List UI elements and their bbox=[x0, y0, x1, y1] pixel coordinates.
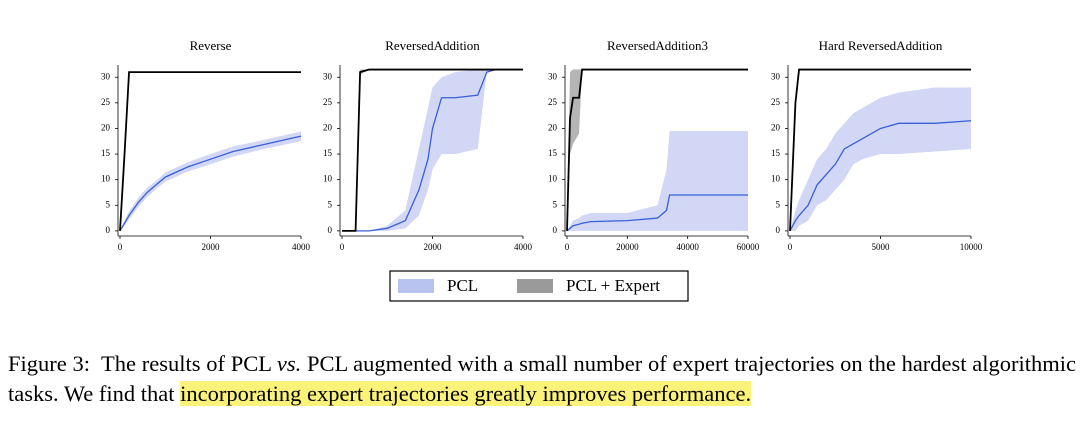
x-tick-label: 0 bbox=[340, 242, 345, 252]
legend-swatch bbox=[398, 279, 434, 293]
x-tick-label: 20000 bbox=[616, 242, 639, 252]
y-tick-label: 20 bbox=[548, 123, 558, 133]
y-tick-label: 0 bbox=[553, 225, 558, 235]
band bbox=[342, 69, 523, 231]
chart-title: ReversedAddition3 bbox=[607, 38, 708, 53]
y-tick-label: 20 bbox=[101, 123, 111, 133]
line bbox=[566, 68, 748, 231]
y-tick-label: 0 bbox=[328, 225, 333, 235]
chart-title: Reverse bbox=[190, 38, 232, 53]
x-tick-label: 40000 bbox=[676, 242, 699, 252]
band bbox=[120, 72, 301, 231]
line bbox=[119, 135, 302, 232]
y-tick-label: 10 bbox=[101, 174, 111, 184]
y-tick-label: 5 bbox=[553, 199, 558, 209]
caption-emph: vs. bbox=[276, 351, 302, 376]
caption-highlight: incorporating expert trajectories greatl… bbox=[180, 381, 752, 406]
y-tick-label: 15 bbox=[771, 148, 781, 158]
line bbox=[789, 120, 972, 232]
legend-label: PCL bbox=[447, 276, 478, 295]
caption: Figure 3: The results of PCL vs. PCL aug… bbox=[8, 349, 1076, 409]
y-tick-label: 25 bbox=[323, 97, 333, 107]
y-tick-label: 15 bbox=[548, 148, 558, 158]
x-tick-label: 0 bbox=[788, 242, 793, 252]
y-tick-label: 20 bbox=[771, 123, 781, 133]
y-tick-label: 5 bbox=[106, 199, 111, 209]
x-tick-label: 5000 bbox=[872, 242, 891, 252]
x-tick-label: 10000 bbox=[960, 242, 983, 252]
chart-title: Hard ReversedAddition bbox=[819, 38, 943, 53]
y-tick-label: 10 bbox=[548, 174, 558, 184]
legend-label: PCL + Expert bbox=[566, 276, 660, 295]
caption-text: PCL augmented with a small number of exp… bbox=[8, 351, 1076, 406]
y-tick-label: 10 bbox=[771, 174, 781, 184]
x-tick-label: 4000 bbox=[514, 242, 533, 252]
y-tick-label: 5 bbox=[328, 199, 333, 209]
line bbox=[566, 194, 748, 232]
y-tick-label: 30 bbox=[101, 71, 111, 81]
x-tick-label: 0 bbox=[565, 242, 570, 252]
band bbox=[790, 87, 971, 231]
y-tick-label: 10 bbox=[323, 174, 333, 184]
band bbox=[120, 131, 301, 231]
y-tick-label: 5 bbox=[776, 199, 781, 209]
legend-swatch bbox=[517, 279, 553, 293]
line bbox=[342, 68, 523, 232]
y-tick-label: 0 bbox=[776, 225, 781, 235]
line bbox=[342, 68, 523, 232]
chart-title: ReversedAddition bbox=[385, 38, 480, 53]
x-tick-label: 4000 bbox=[292, 242, 311, 252]
caption-label: Figure 3: bbox=[8, 351, 90, 376]
y-tick-label: 30 bbox=[548, 71, 558, 81]
y-tick-label: 30 bbox=[323, 71, 333, 81]
y-tick-label: 20 bbox=[323, 123, 333, 133]
y-tick-label: 0 bbox=[106, 225, 111, 235]
y-tick-label: 25 bbox=[101, 97, 111, 107]
caption-text: The results of PCL bbox=[101, 351, 272, 376]
x-tick-label: 60000 bbox=[737, 242, 760, 252]
y-tick-label: 25 bbox=[548, 97, 558, 107]
y-tick-label: 15 bbox=[323, 148, 333, 158]
y-tick-label: 15 bbox=[101, 148, 111, 158]
x-tick-label: 2000 bbox=[424, 242, 443, 252]
y-tick-label: 30 bbox=[771, 71, 781, 81]
band bbox=[567, 131, 748, 231]
x-tick-label: 2000 bbox=[202, 242, 221, 252]
line bbox=[119, 71, 301, 231]
x-tick-label: 0 bbox=[118, 242, 123, 252]
y-tick-label: 25 bbox=[771, 97, 781, 107]
line bbox=[789, 68, 971, 231]
